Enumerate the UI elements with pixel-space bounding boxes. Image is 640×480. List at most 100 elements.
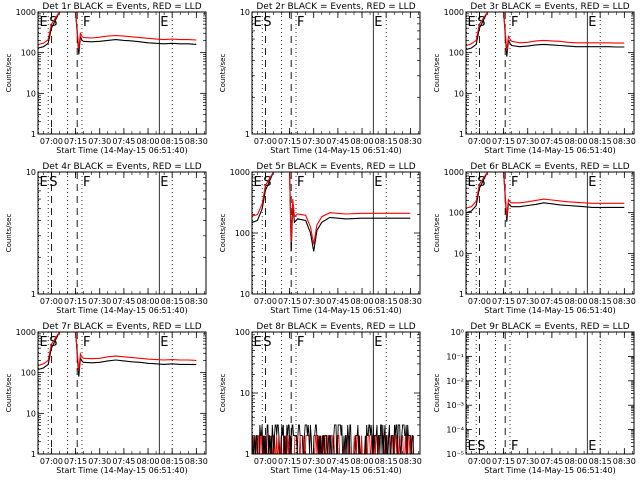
y-tick-label: 1000 [444,168,464,177]
series-line-lld [466,172,625,217]
series-group [466,12,625,57]
y-tick-label: 1 [459,130,464,139]
series-group [38,12,197,55]
marker-label-E: E [588,439,596,454]
chart-panel-2: Det 2r BLACK = Events, RED = LLD Counts/s… [219,2,422,155]
y-axis-label: Counts/sec [5,374,13,413]
y-tick-label: 10⁻⁴ [446,426,464,435]
y-axis-label: Counts/sec [433,214,441,253]
chart-title: Det 5r BLACK = Events, RED = LLD [256,162,415,172]
x-tick-label: 08:00 [137,297,160,306]
x-tick-label: 07:15 [278,297,301,306]
marker-label-E: E [588,175,596,190]
chart-title: Det 8r BLACK = Events, RED = LLD [256,322,415,332]
marker-label-F: F [83,335,90,350]
marker-label-F: F [511,439,518,454]
y-axis-label: Counts/sec [5,214,13,253]
x-tick-label: 08:15 [589,297,612,306]
x-tick-label: 08:30 [399,137,422,146]
marker-label-F: F [297,15,304,30]
marker-label-S: S [49,15,57,30]
x-tick-label: 07:00 [40,457,63,466]
x-tick-label: 07:45 [326,137,349,146]
x-tick-label: 08:30 [399,297,422,306]
marker-label-E: E [588,15,596,30]
y-tick-label: 1 [245,130,250,139]
x-tick-label: 07:15 [64,137,87,146]
x-tick-label: 07:30 [516,297,539,306]
x-tick-label: 08:15 [161,137,184,146]
x-tick-label: 08:00 [351,457,374,466]
x-tick-label: 08:15 [589,137,612,146]
y-tick-label: 1 [459,290,464,299]
x-tick-label: 07:45 [540,137,563,146]
chart-title: Det 4r BLACK = Events, RED = LLD [42,162,201,172]
y-tick-label: 10 [454,89,464,98]
series-line-lld [38,12,197,50]
marker-label-E: E [160,175,168,190]
x-tick-label: 07:45 [326,297,349,306]
x-tick-label: 08:00 [565,457,588,466]
y-axis-label: Counts/sec [219,374,227,413]
y-axis-label: Counts/sec [219,214,227,253]
x-tick-label: 08:15 [161,297,184,306]
series-line-events [252,424,415,454]
plot-frame [37,171,207,295]
x-axis-label: Start Time (14-May-15 06:51:40) [484,306,615,315]
y-tick-label: 100 [21,49,36,58]
x-axis-label: Start Time (14-May-15 06:51:40) [56,466,187,475]
chart-panel-8: Det 8r BLACK = Events, RED = LLD Counts/s… [219,322,422,475]
series-line-events [466,172,625,222]
x-tick-label: 07:15 [64,457,87,466]
series-line-events [252,172,411,252]
y-tick-label: 10⁻³ [446,401,464,410]
chart-title: Det 7r BLACK = Events, RED = LLD [42,322,201,332]
x-tick-label: 08:15 [375,297,398,306]
x-tick-label: 07:15 [492,137,515,146]
x-tick-label: 07:00 [468,457,491,466]
y-tick-label: 1000 [230,168,250,177]
y-tick-label: 100 [21,369,36,378]
x-tick-label: 08:30 [613,297,636,306]
marker-label-S: S [477,439,485,454]
x-tick-label: 07:00 [40,137,63,146]
x-tick-label: 07:00 [254,457,277,466]
x-tick-label: 08:30 [185,297,208,306]
marker-label-S: S [49,335,57,350]
marker-label-E: E [468,15,476,30]
marker-label-E: E [374,15,382,30]
y-tick-label: 10⁰ [451,328,464,337]
x-tick-label: 07:00 [468,297,491,306]
x-tick-label: 08:00 [565,137,588,146]
chart-title: Det 3r BLACK = Events, RED = LLD [470,2,629,12]
marker-label-E: E [40,15,48,30]
x-tick-label: 08:15 [375,137,398,146]
x-tick-label: 08:15 [161,457,184,466]
marker-label-E: E [254,15,262,30]
marker-label-S: S [263,15,271,30]
y-tick-label: 1 [31,130,36,139]
x-tick-label: 08:00 [351,137,374,146]
x-tick-label: 07:15 [278,137,301,146]
plot-frame [37,331,207,455]
x-tick-label: 07:15 [278,457,301,466]
x-tick-label: 07:00 [468,137,491,146]
y-tick-label: 10 [240,290,250,299]
x-tick-label: 08:30 [613,137,636,146]
marker-label-S: S [49,175,57,190]
marker-label-F: F [511,175,518,190]
y-tick-label: 1 [31,290,36,299]
chart-title: Det 9r BLACK = Events, RED = LLD [470,322,629,332]
x-tick-label: 08:15 [375,457,398,466]
series-group [252,424,415,454]
x-tick-label: 07:15 [64,297,87,306]
x-axis-label: Start Time (14-May-15 06:51:40) [270,466,401,475]
y-tick-label: 10 [26,89,36,98]
x-tick-label: 07:30 [516,137,539,146]
marker-label-F: F [297,175,304,190]
y-tick-label: 10⁻¹ [446,352,464,361]
marker-label-E: E [254,175,262,190]
y-tick-label: 1 [245,450,250,459]
x-tick-label: 07:15 [492,297,515,306]
y-tick-label: 10 [240,389,250,398]
